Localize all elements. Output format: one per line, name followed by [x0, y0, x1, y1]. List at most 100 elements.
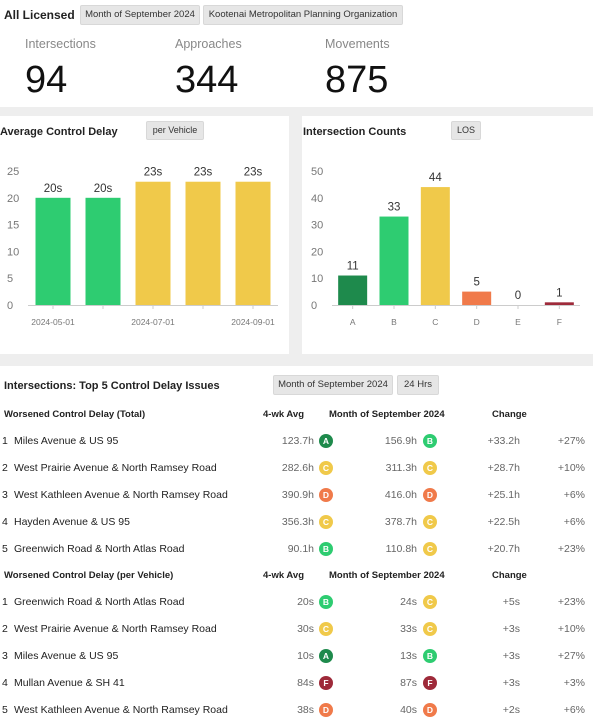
per-vehicle-chip[interactable]: per Vehicle	[146, 121, 204, 140]
los-badge-avg: B	[319, 595, 333, 609]
table-period-chip[interactable]: Month of September 2024	[273, 375, 393, 395]
los-badge-month: C	[423, 622, 437, 636]
intersection-name-link: West Prairie Avenue & North Ramsey Road	[14, 623, 217, 635]
separator-band	[0, 107, 593, 116]
y-tick-label: 30	[311, 220, 323, 232]
organization-filter-chip[interactable]: Kootenai Metropolitan Planning Organizat…	[203, 5, 403, 25]
row-change-percent: +27%	[557, 650, 585, 662]
los-badge-avg: D	[319, 703, 333, 717]
kpi-approaches-value: 344	[175, 59, 239, 101]
row-4wk-avg-value: 356.3h	[281, 516, 314, 528]
row-change-percent: +23%	[557, 596, 585, 608]
y-tick-label: 25	[7, 166, 19, 178]
bar	[235, 181, 271, 305]
intersection-counts-chart: 0 10 20 30 40 50 11 A 33 B 44 C 5 D 0 E 1 F	[311, 166, 580, 327]
y-tick-label: 5	[7, 273, 13, 285]
row-4wk-avg-value: 84s	[297, 677, 314, 689]
row-month-value: 24s	[400, 596, 417, 608]
data-label: 20s	[94, 183, 113, 195]
los-badge-month: F	[423, 676, 437, 690]
kpi-approaches-label: Approaches	[175, 37, 242, 51]
data-label: 0	[515, 290, 521, 302]
y-tick-label: 50	[311, 166, 323, 178]
scope-title: All Licensed	[4, 8, 75, 22]
row-month-value: 13s	[400, 650, 417, 662]
column-header-4wk-avg: 4-wk Avg	[263, 570, 305, 581]
summary-header: All Licensed Month of September 2024 Koo…	[0, 0, 593, 107]
kpi-intersections-value: 94	[25, 59, 68, 101]
y-tick-label: 40	[311, 193, 323, 205]
los-badge-month: D	[423, 488, 437, 502]
y-tick-label: 20	[311, 246, 323, 258]
row-rank: 2	[2, 462, 8, 474]
bar	[35, 197, 71, 305]
row-rank: 1	[2, 596, 8, 608]
bar	[338, 275, 368, 305]
data-label: 33	[388, 202, 401, 214]
los-badge-avg: A	[319, 434, 333, 448]
row-month-value: 87s	[400, 677, 417, 689]
row-4wk-avg-value: 90.1h	[287, 543, 314, 555]
intersection-name-link: West Kathleen Avenue & North Ramsey Road	[14, 489, 228, 501]
los-badge-avg: D	[319, 488, 333, 502]
section-heading: Worsened Control Delay (Total)	[4, 409, 146, 420]
row-change-percent: +6%	[563, 489, 585, 501]
x-tick-label: D	[474, 317, 480, 327]
intersection-name-link: Greenwich Road & North Atlas Road	[14, 543, 185, 555]
kpi-movements-label: Movements	[325, 37, 390, 51]
row-4wk-avg-value: 30s	[297, 623, 314, 635]
row-4wk-avg-value: 38s	[297, 704, 314, 716]
row-change-value: +25.1h	[487, 489, 520, 501]
row-change-value: +22.5h	[487, 516, 520, 528]
column-header-month: Month of September 2024	[329, 409, 445, 420]
table-hours-chip[interactable]: 24 Hrs	[397, 375, 439, 395]
top-issues-title: Intersections: Top 5 Control Delay Issue…	[4, 380, 220, 392]
row-change-value: +28.7h	[487, 462, 520, 474]
row-change-value: +3s	[502, 677, 520, 689]
los-badge-avg: C	[319, 515, 333, 529]
intersection-name-link: West Prairie Avenue & North Ramsey Road	[14, 462, 217, 474]
row-4wk-avg-value: 282.6h	[281, 462, 314, 474]
x-tick-label: 2024-05-01	[31, 317, 75, 327]
row-rank: 2	[2, 623, 8, 635]
los-chip[interactable]: LOS	[451, 121, 481, 140]
intersection-name-link: Miles Avenue & US 95	[14, 435, 119, 447]
top-issues-section	[0, 366, 593, 722]
row-rank: 4	[2, 516, 8, 528]
data-label: 20s	[44, 183, 63, 195]
data-label: 5	[473, 277, 479, 289]
row-change-percent: +3%	[563, 677, 585, 689]
los-badge-month: C	[423, 461, 437, 475]
row-rank: 1	[2, 435, 8, 447]
bar	[135, 181, 171, 305]
x-tick-label: F	[557, 317, 562, 327]
row-change-percent: +6%	[563, 704, 585, 716]
row-4wk-avg-value: 390.9h	[281, 489, 314, 501]
row-change-value: +5s	[502, 596, 520, 608]
bar	[85, 197, 121, 305]
y-tick-label: 15	[7, 220, 19, 232]
row-change-percent: +10%	[557, 623, 585, 635]
x-tick-label: 2024-07-01	[131, 317, 175, 327]
los-badge-avg: A	[319, 649, 333, 663]
intersection-counts-title: Intersection Counts	[303, 126, 407, 138]
average-delay-title: Average Control Delay	[0, 126, 118, 138]
row-change-value: +3s	[502, 650, 520, 662]
row-rank: 3	[2, 489, 8, 501]
row-rank: 3	[2, 650, 8, 662]
bar	[185, 181, 221, 305]
y-tick-label: 0	[7, 300, 13, 312]
row-month-value: 110.8h	[385, 543, 417, 555]
row-change-value: +2s	[502, 704, 520, 716]
los-badge-month: C	[423, 595, 437, 609]
row-month-value: 33s	[400, 623, 417, 635]
row-month-value: 40s	[400, 704, 417, 716]
data-label: 11	[347, 261, 359, 273]
intersection-name-link: Greenwich Road & North Atlas Road	[14, 596, 185, 608]
row-change-value: +3s	[502, 623, 520, 635]
data-label: 44	[429, 172, 442, 184]
x-tick-label: A	[350, 317, 356, 327]
los-badge-avg: C	[319, 622, 333, 636]
column-header-month: Month of September 2024	[329, 570, 445, 581]
period-filter-chip[interactable]: Month of September 2024	[80, 5, 200, 25]
